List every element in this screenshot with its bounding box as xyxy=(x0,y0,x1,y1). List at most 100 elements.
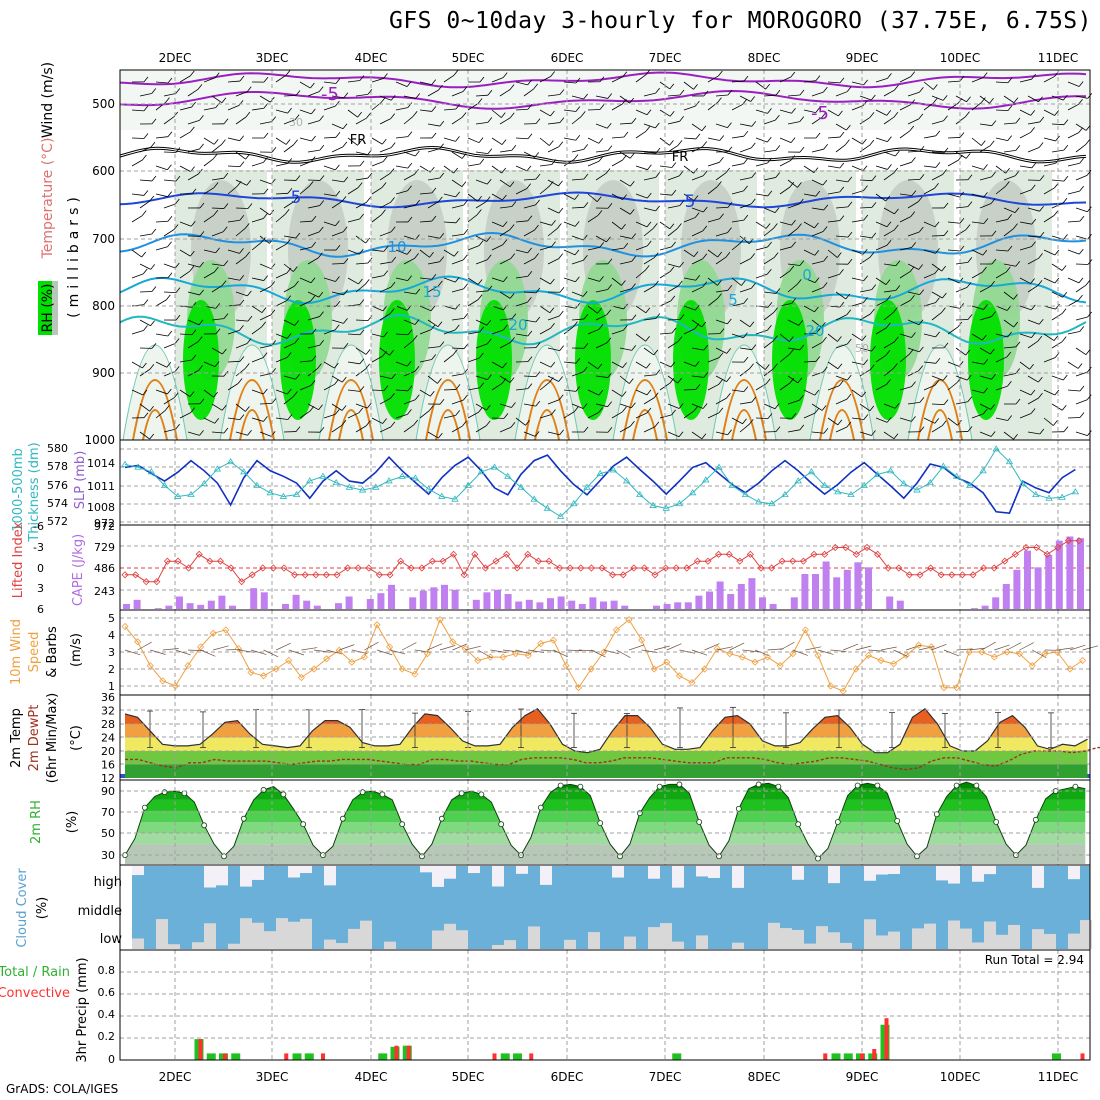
wind-barb xyxy=(211,207,225,209)
wind-barb-flag xyxy=(885,195,891,202)
precip-convective-bar xyxy=(492,1053,497,1060)
wind-barb-flag xyxy=(453,349,458,355)
wind-barb-flag xyxy=(991,171,996,178)
cloud-low-bar xyxy=(828,932,840,949)
wind-barb xyxy=(179,249,191,257)
warm-cone xyxy=(122,344,188,441)
wind-barb xyxy=(835,314,847,321)
wind-barb xyxy=(715,94,728,97)
wind-barb xyxy=(995,417,1008,421)
wind-barb xyxy=(355,347,367,355)
wind-barb xyxy=(1019,78,1032,83)
temp-contour-20 xyxy=(119,314,1087,346)
wind-barb-flag xyxy=(839,215,845,221)
wind-barb-flag xyxy=(381,209,386,215)
wind-barb-flag xyxy=(847,258,853,265)
wind-barb-flag xyxy=(287,188,293,194)
wind-barb-flag xyxy=(438,84,443,91)
wind-barb-flag xyxy=(263,213,268,219)
wind-barb-flag xyxy=(701,321,707,328)
rh-point xyxy=(656,783,663,790)
wind-barb xyxy=(491,244,503,251)
wind-barb xyxy=(1003,175,1016,181)
ylabel-temperature: Temperature (°C) xyxy=(40,138,56,260)
wind-barb-10m xyxy=(313,649,330,653)
wind-speed-point xyxy=(713,645,721,653)
cloud-high-bar xyxy=(984,866,996,875)
wind-barb xyxy=(467,331,480,335)
wind-barb-flag xyxy=(669,83,675,90)
precip-total-bar xyxy=(292,1053,302,1060)
cloud-low-bar xyxy=(816,926,828,949)
wind-barb xyxy=(475,403,487,411)
wind-barb xyxy=(1003,346,1016,349)
wind-barb xyxy=(643,177,656,181)
li-point xyxy=(927,564,935,572)
wind-barb xyxy=(275,109,288,114)
wind-barb-flag xyxy=(215,328,221,335)
thickness-point xyxy=(966,481,974,488)
thickness-point xyxy=(596,469,604,477)
wind-barb-flag xyxy=(463,313,469,319)
wind-barb xyxy=(499,403,512,408)
wind-barb xyxy=(827,220,840,223)
wind-barb-flag xyxy=(359,329,365,335)
ytick-temp: 16 xyxy=(101,759,115,772)
precip-convective-bar xyxy=(1080,1053,1085,1060)
wind-barb-flag xyxy=(717,181,722,187)
wind-barb-flag xyxy=(845,293,851,300)
wind-barb xyxy=(227,360,241,363)
wind-barb-flag xyxy=(527,297,532,303)
wind-barb-flag xyxy=(406,249,412,255)
wind-barb xyxy=(827,385,840,391)
wind-barb-flag xyxy=(695,384,701,390)
li-point xyxy=(439,557,447,565)
wind-barb xyxy=(715,172,726,181)
rh-point xyxy=(537,804,544,811)
cape-bar xyxy=(886,596,894,609)
rh-point xyxy=(1032,816,1039,823)
wind-barb-flag xyxy=(559,287,565,293)
wind-barb xyxy=(355,177,368,181)
wind-barb xyxy=(451,233,464,237)
rh-legend-swatch xyxy=(52,281,58,335)
wind-barb xyxy=(1003,207,1016,213)
wind-barb xyxy=(907,291,920,296)
wind-barb-flag xyxy=(191,329,197,335)
wind-barb-flag xyxy=(558,376,563,382)
wind-barb-flag xyxy=(191,188,197,195)
wind-barb-flag xyxy=(679,200,685,206)
li-point xyxy=(1054,543,1062,552)
wind-barb xyxy=(539,277,551,285)
wind-barb-flag xyxy=(1013,97,1019,103)
contour-label: 5 xyxy=(728,291,738,309)
rh-point xyxy=(795,821,802,828)
ytick-upper-air: 700 xyxy=(92,232,115,246)
wind-barb xyxy=(899,299,911,307)
wind-barb-flag xyxy=(671,409,676,416)
wind-speed-point xyxy=(890,660,898,668)
wind-barb xyxy=(635,412,648,419)
wind-barb-flag xyxy=(293,196,299,202)
wind-barb xyxy=(403,424,414,433)
thickness-point xyxy=(939,462,948,469)
wind-barb xyxy=(899,354,910,363)
wind-barb-flag xyxy=(631,233,637,239)
wind-barb xyxy=(547,122,560,125)
wind-barb xyxy=(1043,137,1056,142)
wind-barb xyxy=(827,361,839,370)
wind-barb xyxy=(571,291,584,297)
wind-barb xyxy=(523,229,535,237)
wind-barb xyxy=(643,426,656,433)
wind-barb-flag xyxy=(583,93,588,100)
wind-barb-flag xyxy=(270,309,276,316)
cape-bar xyxy=(843,569,851,609)
cloud-low-bar xyxy=(504,940,516,949)
wind-barb-flag xyxy=(550,278,555,285)
wind-barb xyxy=(835,235,848,238)
wind-barb xyxy=(203,137,215,145)
cape-bar xyxy=(154,608,162,609)
wind-barb xyxy=(379,375,392,380)
li-point xyxy=(1075,537,1083,545)
wind-barb xyxy=(131,361,143,369)
